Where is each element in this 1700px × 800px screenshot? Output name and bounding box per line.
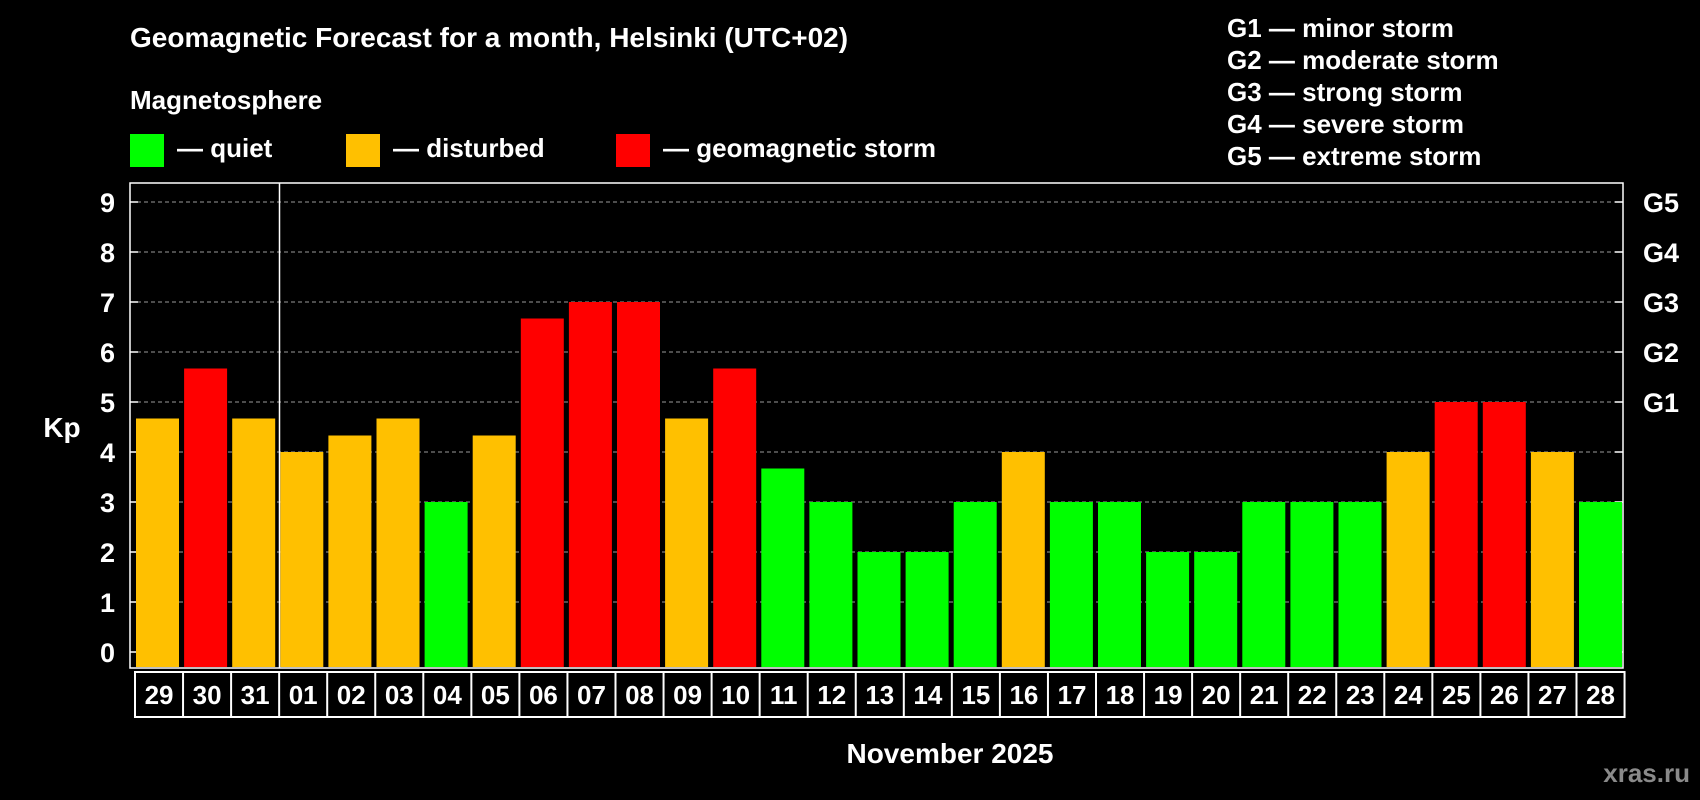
x-tick-label: 23 bbox=[1346, 680, 1375, 710]
bar bbox=[568, 302, 612, 667]
bar bbox=[1434, 402, 1478, 667]
legend-title: Magnetosphere bbox=[130, 85, 322, 115]
bar bbox=[520, 318, 564, 667]
bar bbox=[184, 368, 228, 667]
legend-label-storm: — geomagnetic storm bbox=[663, 133, 936, 163]
x-tick-label: 12 bbox=[817, 680, 846, 710]
date-row-frame bbox=[134, 671, 1626, 718]
bar bbox=[1579, 502, 1622, 667]
bar bbox=[713, 368, 757, 667]
x-tick-label: 30 bbox=[193, 680, 222, 710]
storm-scale-item: G2 — moderate storm bbox=[1227, 45, 1499, 75]
bar bbox=[809, 502, 853, 667]
g-scale-label: G1 bbox=[1643, 388, 1679, 418]
x-tick-label: 29 bbox=[145, 680, 174, 710]
bar bbox=[472, 435, 516, 667]
x-tick-label: 03 bbox=[385, 680, 414, 710]
x-tick-label: 24 bbox=[1394, 680, 1423, 710]
bar bbox=[905, 552, 949, 667]
x-tick-label: 25 bbox=[1442, 680, 1471, 710]
x-tick-label: 11 bbox=[770, 680, 798, 710]
x-tick-label: 01 bbox=[289, 680, 318, 710]
legend-label-quiet: — quiet bbox=[177, 133, 273, 163]
x-tick-label: 26 bbox=[1490, 680, 1519, 710]
bar bbox=[232, 418, 276, 667]
storm-scale-item: G1 — minor storm bbox=[1227, 13, 1454, 43]
x-tick-label: 18 bbox=[1106, 680, 1135, 710]
bar bbox=[1194, 552, 1238, 667]
storm-scale-item: G4 — severe storm bbox=[1227, 109, 1464, 139]
storm-scale-item: G3 — strong storm bbox=[1227, 77, 1462, 107]
y-axis-label: Kp bbox=[43, 412, 80, 443]
y-tick-label: 9 bbox=[100, 188, 115, 218]
y-tick-label: 8 bbox=[100, 238, 115, 268]
y-tick-label: 7 bbox=[100, 288, 115, 318]
bar bbox=[136, 418, 179, 667]
legend-swatch-quiet bbox=[130, 134, 164, 167]
bar bbox=[280, 452, 324, 667]
bar bbox=[1482, 402, 1526, 667]
x-tick-label: 04 bbox=[433, 680, 462, 710]
bar bbox=[1530, 452, 1574, 667]
x-tick-label: 31 bbox=[241, 680, 270, 710]
bar bbox=[857, 552, 901, 667]
x-tick-label: 16 bbox=[1009, 680, 1038, 710]
x-tick-label: 07 bbox=[577, 680, 606, 710]
plot-frame bbox=[129, 182, 1624, 669]
legend: — quiet — disturbed — geomagnetic storm bbox=[130, 133, 936, 167]
x-tick-label: 09 bbox=[673, 680, 702, 710]
legend-swatch-disturbed bbox=[346, 134, 380, 167]
y-tick-label: 5 bbox=[100, 388, 115, 418]
storm-scale-item: G5 — extreme storm bbox=[1227, 141, 1481, 171]
x-tick-label: 06 bbox=[529, 680, 558, 710]
y-tick-label: 1 bbox=[100, 588, 115, 618]
g-scale-label: G3 bbox=[1643, 288, 1679, 318]
y-tick-label: 4 bbox=[100, 438, 115, 468]
x-tick-label: 22 bbox=[1298, 680, 1327, 710]
legend-label-disturbed: — disturbed bbox=[393, 133, 545, 163]
bar bbox=[1098, 502, 1141, 667]
x-tick-label: 05 bbox=[481, 680, 510, 710]
x-tick-label: 10 bbox=[721, 680, 750, 710]
bar bbox=[328, 435, 372, 667]
bar bbox=[1001, 452, 1045, 667]
x-tick-label: 21 bbox=[1250, 680, 1279, 710]
x-tick-label: 17 bbox=[1058, 680, 1087, 710]
bar bbox=[1290, 502, 1334, 667]
bar bbox=[376, 418, 420, 667]
y-tick-label: 3 bbox=[100, 488, 115, 518]
bar bbox=[424, 502, 468, 667]
y-tick-label: 6 bbox=[100, 338, 115, 368]
bar bbox=[1386, 452, 1430, 667]
bar bbox=[761, 468, 805, 667]
x-tick-label: 13 bbox=[865, 680, 894, 710]
g-scale-label: G5 bbox=[1643, 188, 1679, 218]
bar bbox=[1242, 502, 1286, 667]
x-tick-label: 02 bbox=[337, 680, 366, 710]
x-tick-label: 08 bbox=[625, 680, 654, 710]
bar bbox=[953, 502, 997, 667]
x-tick-label: 28 bbox=[1586, 680, 1615, 710]
x-tick-label: 14 bbox=[913, 680, 942, 710]
x-tick-label: 19 bbox=[1154, 680, 1183, 710]
chart-title: Geomagnetic Forecast for a month, Helsin… bbox=[130, 22, 848, 53]
bar bbox=[1338, 502, 1382, 667]
x-tick-label: 15 bbox=[961, 680, 990, 710]
x-tick-label: 27 bbox=[1538, 680, 1567, 710]
x-axis-label: November 2025 bbox=[846, 738, 1053, 769]
g-scale-label: G4 bbox=[1643, 238, 1679, 268]
legend-swatch-storm bbox=[616, 134, 650, 167]
g-scale-label: G2 bbox=[1643, 338, 1679, 368]
bar bbox=[1049, 502, 1093, 667]
y-tick-label: 2 bbox=[100, 538, 115, 568]
watermark: xras.ru bbox=[1603, 758, 1690, 788]
bar bbox=[617, 302, 660, 667]
x-tick-label: 20 bbox=[1202, 680, 1231, 710]
bar bbox=[1146, 552, 1190, 667]
y-tick-label: 0 bbox=[100, 638, 115, 668]
bar bbox=[665, 418, 709, 667]
